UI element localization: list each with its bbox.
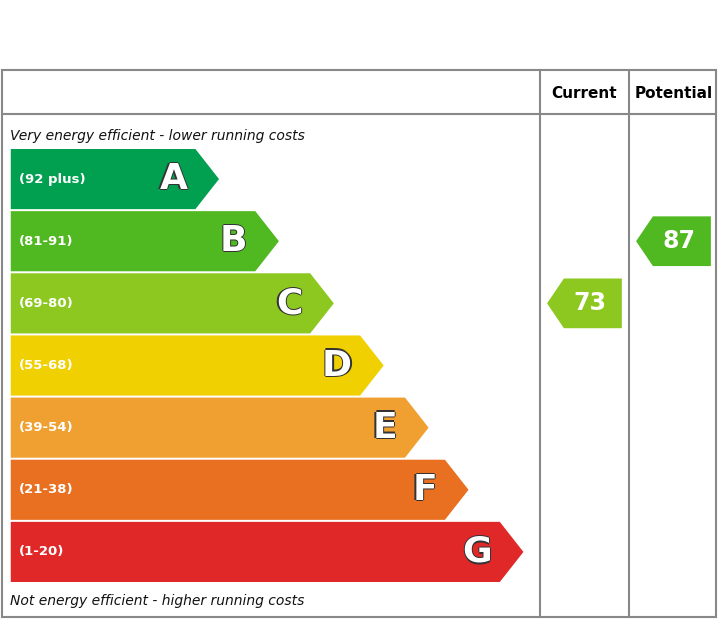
Text: Current: Current	[551, 85, 617, 100]
Text: (81-91): (81-91)	[19, 235, 73, 248]
Text: 87: 87	[662, 229, 695, 253]
Text: D: D	[323, 348, 353, 383]
Polygon shape	[11, 460, 469, 520]
Text: A: A	[159, 161, 187, 195]
Text: F: F	[412, 474, 437, 508]
Text: E: E	[372, 410, 397, 444]
Text: F: F	[411, 473, 436, 507]
Text: Potential: Potential	[635, 85, 712, 100]
Text: B: B	[218, 224, 246, 258]
Text: G: G	[461, 535, 490, 569]
Polygon shape	[11, 397, 429, 457]
Text: (92 plus): (92 plus)	[19, 173, 85, 186]
Text: G: G	[463, 535, 493, 569]
Text: D: D	[322, 348, 352, 383]
Polygon shape	[547, 279, 622, 328]
Text: A: A	[159, 163, 187, 197]
Text: Energy Efficiency Rating: Energy Efficiency Rating	[91, 15, 627, 53]
Polygon shape	[11, 522, 523, 582]
Text: F: F	[412, 473, 437, 507]
Text: E: E	[372, 412, 397, 446]
Text: (69-80): (69-80)	[19, 297, 73, 310]
Text: F: F	[414, 473, 438, 507]
Polygon shape	[11, 273, 334, 334]
Text: C: C	[274, 287, 301, 321]
Text: G: G	[462, 535, 492, 569]
Text: (55-68): (55-68)	[19, 359, 73, 372]
Text: G: G	[462, 536, 492, 570]
Text: 73: 73	[573, 292, 606, 315]
Text: A: A	[159, 162, 187, 196]
Text: B: B	[220, 225, 247, 259]
Text: C: C	[276, 288, 302, 321]
Text: B: B	[221, 224, 248, 258]
Text: E: E	[373, 410, 398, 444]
Text: E: E	[372, 409, 397, 443]
Text: D: D	[322, 347, 352, 381]
Text: A: A	[158, 162, 186, 196]
Text: Not energy efficient - higher running costs: Not energy efficient - higher running co…	[10, 594, 304, 608]
Text: (39-54): (39-54)	[19, 421, 73, 434]
Text: (21-38): (21-38)	[19, 483, 73, 496]
Text: A: A	[161, 162, 189, 196]
Text: C: C	[276, 285, 302, 319]
Text: (1-20): (1-20)	[19, 545, 64, 558]
Polygon shape	[11, 335, 383, 396]
Text: C: C	[277, 287, 304, 321]
Text: F: F	[412, 472, 437, 506]
Text: Very energy efficient - lower running costs: Very energy efficient - lower running co…	[10, 129, 305, 143]
Text: C: C	[276, 287, 302, 321]
Text: E: E	[371, 410, 396, 444]
Polygon shape	[11, 211, 279, 271]
Polygon shape	[11, 149, 219, 209]
Text: B: B	[220, 224, 247, 258]
Text: G: G	[462, 534, 492, 568]
Text: B: B	[220, 223, 247, 257]
Text: D: D	[322, 350, 352, 384]
Polygon shape	[636, 217, 711, 266]
Text: D: D	[321, 348, 351, 383]
